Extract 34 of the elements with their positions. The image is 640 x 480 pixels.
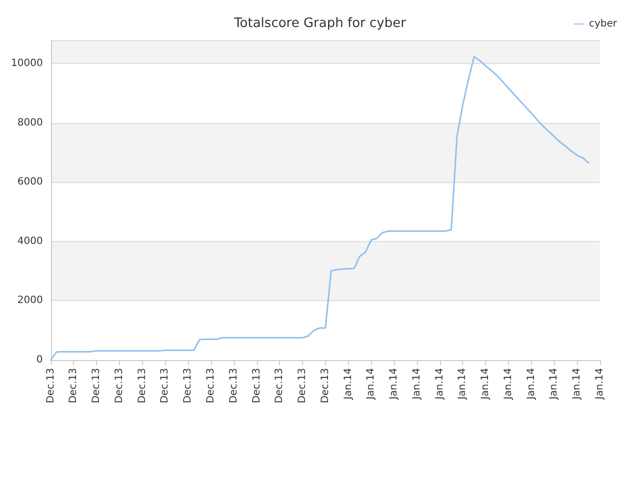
x-tick-label: Jan.14 <box>548 368 560 400</box>
x-tick-label: Dec.13 <box>182 368 194 404</box>
x-tick-label: Dec.13 <box>114 368 125 404</box>
x-tick-label: Jan.14 <box>366 368 377 400</box>
chart-title: Totalscore Graph for cyber <box>233 16 407 31</box>
y-tick-label: 8000 <box>17 117 43 128</box>
x-tick-label: Jan.14 <box>572 368 583 400</box>
y-tick-label: 4000 <box>17 236 43 247</box>
legend-label: cyber <box>588 18 618 30</box>
x-tick-label: Jan.14 <box>594 368 606 400</box>
x-tick-label: Jan.14 <box>342 368 354 400</box>
y-tick-label: 6000 <box>17 176 43 188</box>
x-tick-label: Dec.13 <box>228 368 240 404</box>
x-tick-label: Jan.14 <box>457 368 468 400</box>
y-tick-label: 0 <box>36 354 43 366</box>
x-tick-label: Jan.14 <box>526 368 537 400</box>
x-tick-label: Dec.13 <box>274 368 286 404</box>
x-tick-label: Dec.13 <box>160 368 171 404</box>
x-tick-label: Dec.13 <box>205 368 216 404</box>
x-tick-label: Jan.14 <box>502 368 514 400</box>
x-tick-label: Dec.13 <box>136 368 148 404</box>
y-tick-label: 10000 <box>11 58 43 70</box>
x-tick-label: Jan.14 <box>480 368 492 400</box>
x-tick-label: Jan.14 <box>434 368 446 400</box>
y-tick-label: 2000 <box>17 295 43 306</box>
x-tick-label: Dec.13 <box>320 368 331 404</box>
x-tick-label: Dec.13 <box>251 368 262 404</box>
x-tick-label: Dec.13 <box>68 368 80 404</box>
x-tick-label: Dec.13 <box>45 368 56 404</box>
line-series <box>50 56 590 361</box>
x-tick-label: Jan.14 <box>388 368 400 400</box>
x-tick-label: Jan.14 <box>411 368 422 400</box>
x-tick-label: Dec.13 <box>91 368 102 404</box>
x-tick-label: Dec.13 <box>297 368 308 404</box>
